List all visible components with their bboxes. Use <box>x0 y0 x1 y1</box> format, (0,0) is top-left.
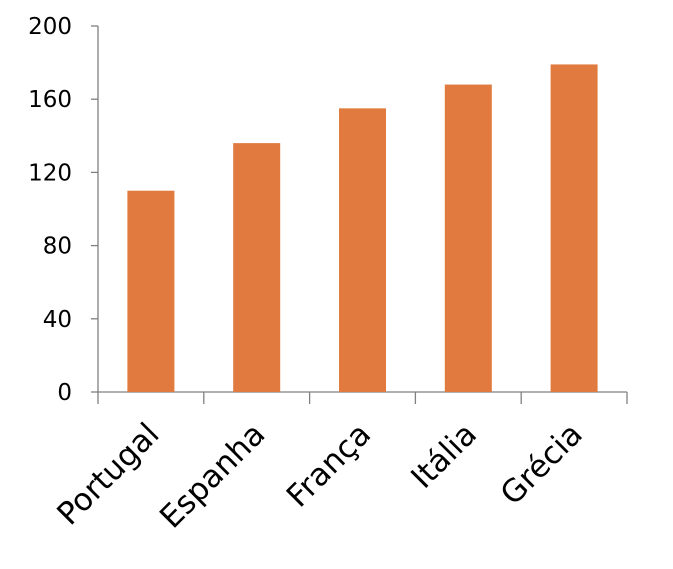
x-category-label: Espanha <box>153 416 272 535</box>
bar-portugal <box>127 190 175 392</box>
bar-itália <box>444 84 492 392</box>
y-tick-label: 200 <box>28 14 72 40</box>
y-tick-label: 160 <box>28 87 72 113</box>
x-category-label: Grécia <box>494 416 590 512</box>
x-category-label: França <box>280 416 378 514</box>
bar-grécia <box>550 64 598 393</box>
y-axis: 0 40 80 120 160 200 <box>28 14 99 406</box>
y-tick-label: 0 <box>57 380 72 406</box>
y-tick-label: 40 <box>43 307 72 333</box>
bar-espanha <box>233 143 281 392</box>
y-tick-label: 80 <box>43 234 72 260</box>
bar-series <box>127 64 598 393</box>
x-category-label: Itália <box>404 416 484 496</box>
x-category-label: Portugal <box>50 416 166 532</box>
y-tick-label: 120 <box>28 160 72 186</box>
x-axis <box>97 391 628 404</box>
bar-frança <box>339 108 386 392</box>
